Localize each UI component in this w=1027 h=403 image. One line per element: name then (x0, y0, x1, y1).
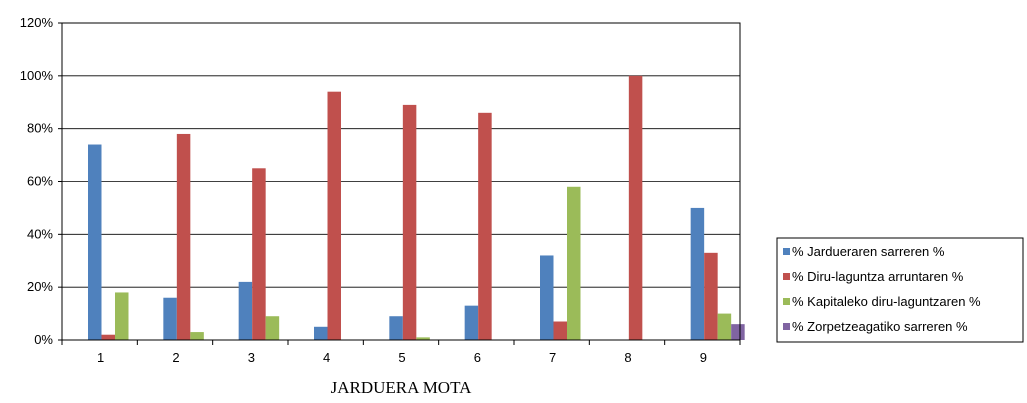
legend-label: % Diru-laguntza arruntaren % (792, 269, 964, 284)
legend-swatch (783, 323, 790, 330)
bar (402, 104, 417, 341)
bar (314, 326, 328, 340)
y-tick-label: 40% (27, 226, 53, 241)
bar (464, 305, 479, 340)
bar (115, 292, 129, 340)
legend-swatch (783, 298, 790, 305)
x-tick-label: 5 (398, 350, 405, 365)
bar (704, 252, 718, 340)
bars (88, 75, 745, 341)
legend-swatch (783, 248, 790, 255)
legend-swatch (783, 273, 790, 280)
legend-box (776, 237, 1024, 343)
x-tick-label: 8 (624, 350, 631, 365)
bar (238, 281, 253, 340)
bar (717, 313, 732, 340)
y-tick-label: 80% (27, 121, 53, 136)
legend-label: % Jardueraren sarreren % (792, 244, 945, 259)
bar (416, 337, 430, 340)
bar (190, 332, 204, 340)
bar (690, 207, 705, 340)
x-tick-label: 3 (248, 350, 255, 365)
x-tick-label: 6 (474, 350, 481, 365)
bar (176, 133, 191, 340)
x-tick-label: 4 (323, 350, 330, 365)
bar (567, 186, 581, 340)
x-tick-label: 9 (700, 350, 707, 365)
x-tick-label: 7 (549, 350, 556, 365)
x-axis-ticks: 1 2 3 4 5 6 7 8 9 (61, 340, 741, 365)
bar (265, 316, 280, 340)
y-tick-label: 20% (27, 279, 53, 294)
legend-label: % Zorpetzeagatiko sarreren % (792, 319, 968, 334)
legend: % Jardueraren sarreren % % Diru-laguntza … (776, 237, 1024, 343)
y-tick-label: 120% (20, 15, 54, 30)
bar (163, 297, 177, 340)
bar (101, 334, 115, 340)
bar (327, 91, 341, 340)
y-tick-label: 100% (20, 68, 54, 83)
bar (252, 168, 266, 340)
y-axis-ticks: 0% 20% 40% 60% 80% 100% 120% (20, 15, 62, 347)
x-axis-title: JARDUERA MOTA (331, 378, 473, 397)
y-tick-label: 0% (34, 332, 53, 347)
x-tick-label: 1 (97, 350, 104, 365)
y-tick-label: 60% (27, 174, 53, 189)
x-tick-label: 2 (172, 350, 179, 365)
legend-label: % Kapitaleko diru-laguntzaren % (792, 294, 981, 309)
bar (540, 255, 554, 340)
bar (88, 144, 102, 340)
bar (731, 324, 745, 340)
bar (389, 316, 403, 340)
bar (553, 321, 567, 340)
bar (628, 75, 643, 340)
bar (478, 112, 492, 340)
